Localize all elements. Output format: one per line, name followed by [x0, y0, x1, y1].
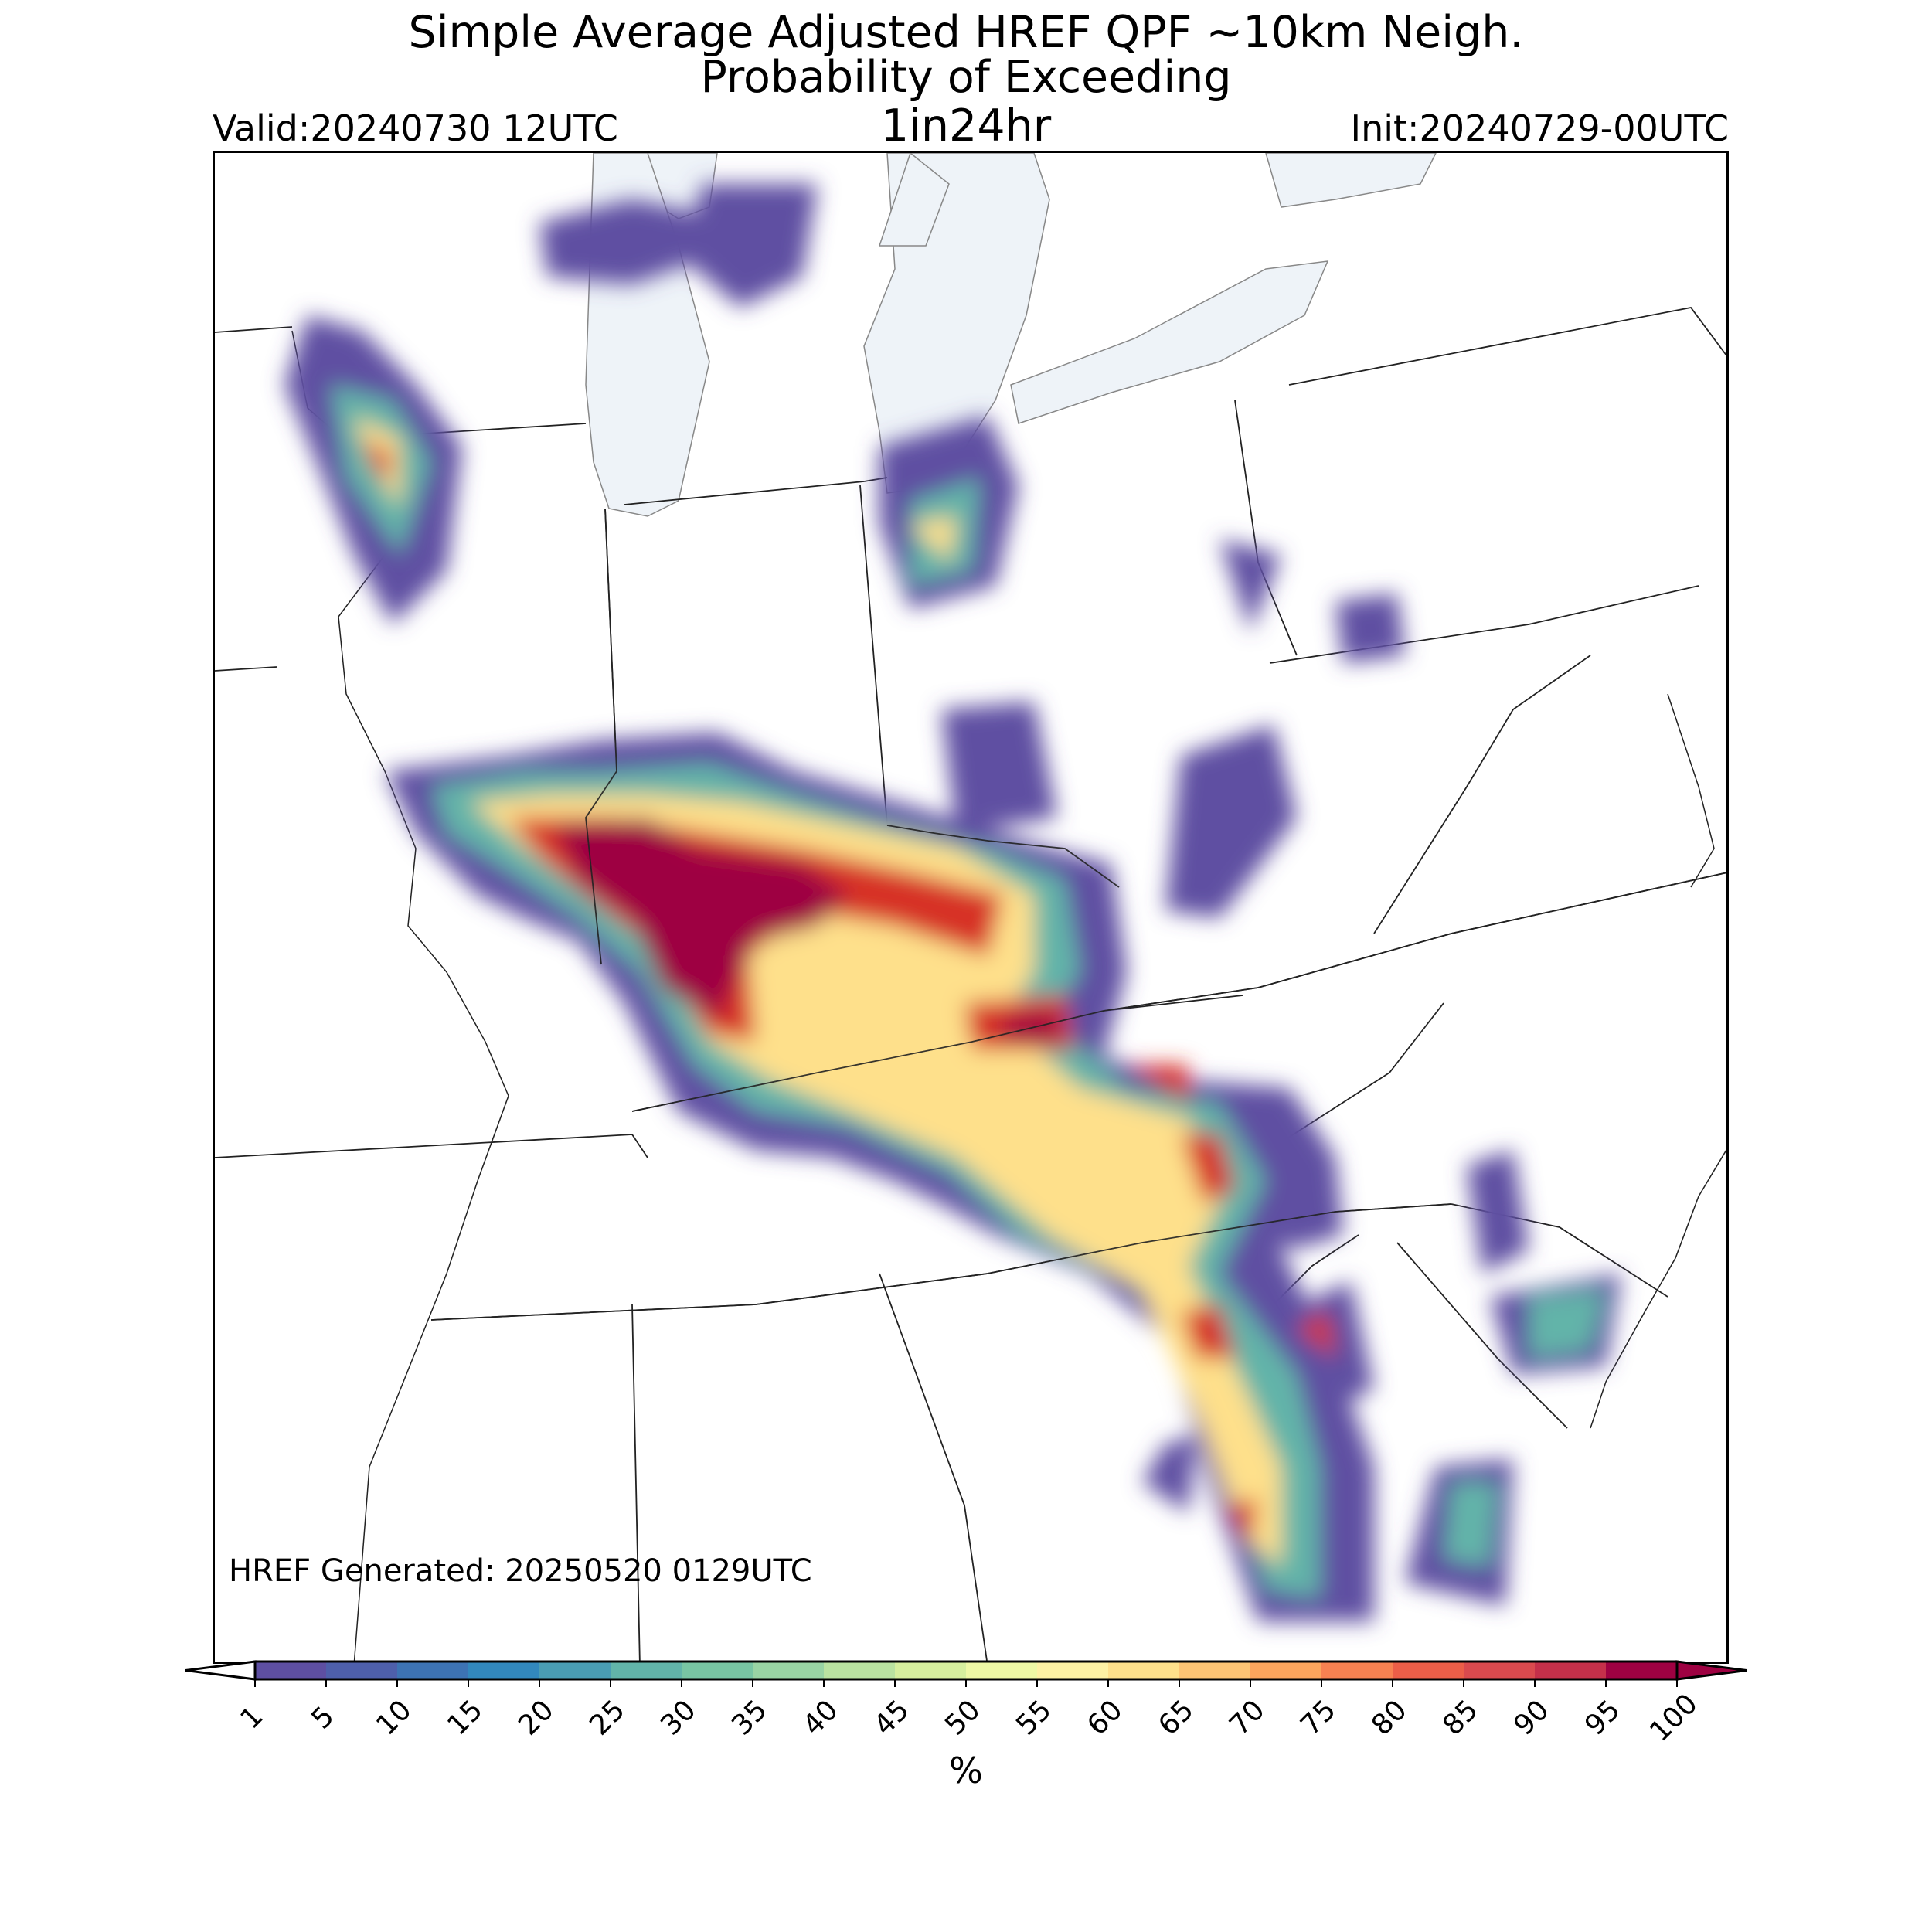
colorbar-swatch: [468, 1662, 540, 1679]
prob-max: [555, 818, 1057, 1042]
colorbar-swatch: [895, 1662, 967, 1679]
colorbar-swatch: [682, 1662, 753, 1679]
lake-ontario: [1265, 153, 1437, 208]
border-21: [1373, 655, 1591, 934]
overlay-3: [430, 1203, 1452, 1321]
border-2: [215, 666, 277, 672]
chesapeake: [1667, 693, 1715, 888]
overlay-1: [585, 508, 617, 965]
colorbar-swatch: [1037, 1662, 1109, 1679]
border-20: [1103, 995, 1243, 1012]
border-19: [1281, 1002, 1444, 1143]
init-time: Init:20240729-00UTC: [1350, 107, 1730, 149]
colorbar: [185, 1660, 1747, 1687]
colorbar-swatch: [1606, 1662, 1678, 1679]
border-1: [215, 326, 293, 333]
colorbar-swatch: [397, 1662, 469, 1679]
overlay-borders: [430, 508, 1726, 1321]
colorbar-swatch: [611, 1662, 682, 1679]
title-line-1: Simple Average Adjusted HREF QPF ~10km N…: [408, 7, 1524, 58]
colorbar-swatch: [966, 1662, 1038, 1679]
valid-time: Valid:20240730 12UTC: [213, 107, 618, 149]
lakes: [585, 153, 1437, 517]
colorbar-swatch: [326, 1662, 398, 1679]
border-10: [1288, 307, 1726, 386]
map-svg: [215, 153, 1726, 1662]
colorbar-extend-min: [185, 1660, 257, 1681]
atlantic-coast: [1590, 1148, 1726, 1429]
colorbar-swatch: [1250, 1662, 1322, 1679]
overlay-2: [631, 872, 1726, 1112]
border-17: [1396, 1242, 1568, 1429]
lake-huron-bay: [878, 153, 950, 247]
colorbar-extend-max: [1675, 1660, 1747, 1681]
probability-field: [284, 184, 1621, 1621]
colorbar-swatch: [753, 1662, 825, 1679]
border-4: [624, 481, 865, 505]
colorbar-swatch: [1464, 1662, 1536, 1679]
colorbar-swatch: [1321, 1662, 1393, 1679]
border-14: [631, 1304, 641, 1662]
colorbar-swatch: [1179, 1662, 1251, 1679]
border-11: [215, 1134, 648, 1158]
prob-mid: [331, 385, 1606, 1598]
map-panel: HREF Generated: 20250520 0129UTC: [213, 151, 1729, 1664]
lake-erie: [1010, 260, 1329, 424]
colorbar-swatch: [1108, 1662, 1180, 1679]
border-15: [879, 1273, 988, 1662]
subtitle: 1in24hr: [880, 100, 1052, 151]
colorbar-unit-label: %: [949, 1750, 983, 1791]
title-line-2: Probability of Exceeding: [700, 52, 1232, 103]
colorbar-swatch: [1393, 1662, 1464, 1679]
colorbar-swatch: [539, 1662, 611, 1679]
colorbar-swatch: [824, 1662, 896, 1679]
colorbar-swatch: [1535, 1662, 1607, 1679]
colorbar-swatch: [255, 1662, 327, 1679]
overlay-4: [886, 825, 1120, 888]
generated-annotation: HREF Generated: 20250520 0129UTC: [229, 1553, 812, 1589]
